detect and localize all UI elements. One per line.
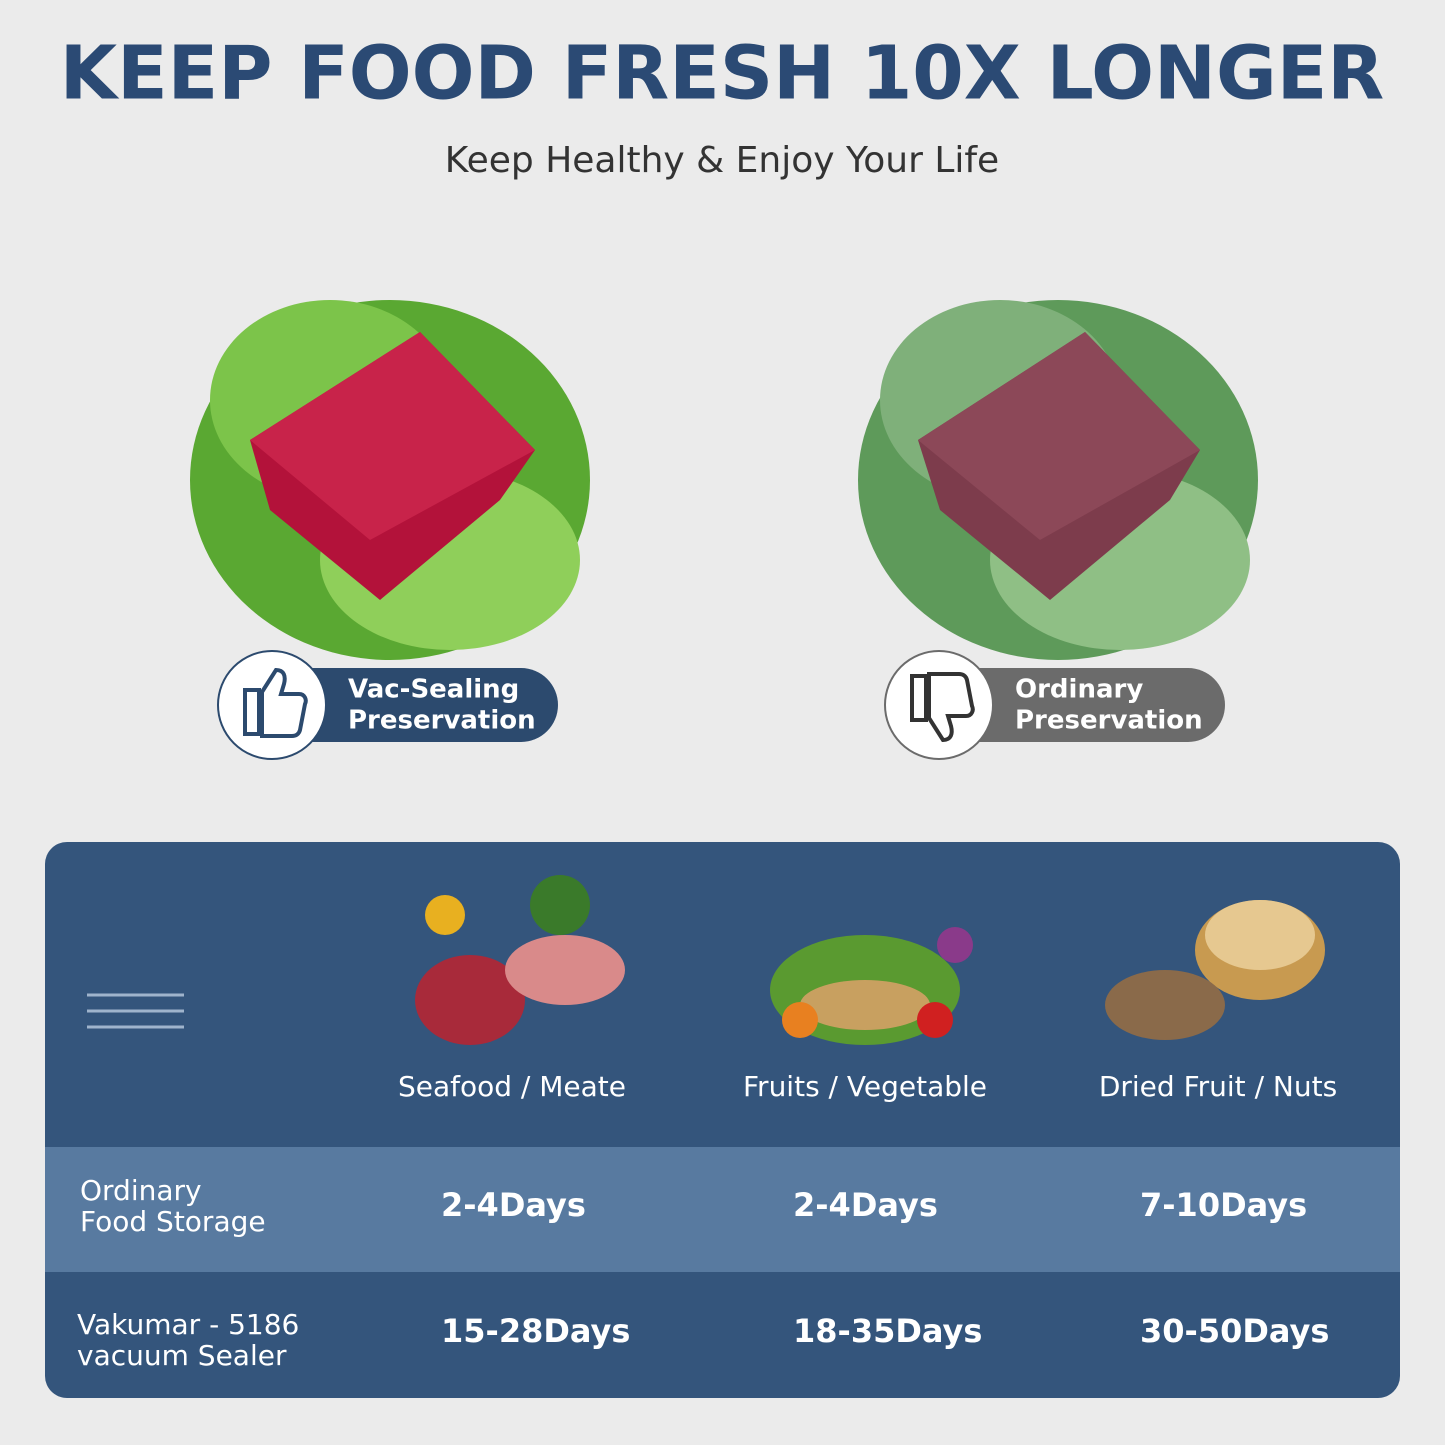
fresh-meat-image [190, 300, 590, 660]
pepper [425, 895, 465, 935]
thumbs-up-circle [217, 650, 327, 760]
cell: 30-50Days [1140, 1312, 1329, 1350]
column-header: Dried Fruit / Nuts [1099, 1070, 1337, 1103]
meat-image [415, 875, 625, 1045]
title: KEEP FOOD FRESH 10X LONGER [60, 31, 1384, 117]
table-row-highlight [45, 1147, 1400, 1272]
badge-pill [272, 668, 558, 742]
peanuts [1205, 900, 1315, 970]
vegetables-image [770, 927, 973, 1045]
seeds [1105, 970, 1225, 1040]
thumbs-up-icon [243, 667, 308, 738]
row-label: vacuum Sealer [77, 1339, 287, 1372]
badge-label: Preservation [1015, 706, 1203, 736]
meat-top [250, 332, 535, 540]
cell: 18-35Days [793, 1312, 982, 1350]
column-header: Fruits / Vegetable [743, 1070, 987, 1103]
badge-pill [939, 668, 1225, 742]
orange [782, 1002, 818, 1038]
cell: 2-4Days [793, 1186, 938, 1224]
ordinary-meat-image [858, 300, 1258, 660]
badge-label: Ordinary [1015, 675, 1143, 705]
nuts-image [1105, 900, 1325, 1040]
basket [800, 980, 930, 1030]
ribs [505, 935, 625, 1005]
badge-label: Preservation [348, 706, 536, 736]
row-label: Vakumar - 5186 [77, 1308, 299, 1341]
badge-label: Vac-Sealing [348, 675, 519, 705]
table: Seafood / Meate Fruits / Vegetable Dried… [45, 842, 1400, 1398]
cell: 15-28Days [441, 1312, 630, 1350]
meat-top [918, 332, 1200, 540]
row-label: Ordinary [80, 1174, 202, 1207]
cell: 2-4Days [441, 1186, 586, 1224]
cell: 7-10Days [1140, 1186, 1307, 1224]
tomato [917, 1002, 953, 1038]
column-header: Seafood / Meate [398, 1070, 626, 1103]
row-label: Food Storage [80, 1205, 266, 1238]
meat [415, 955, 525, 1045]
thumbs-down-icon [910, 672, 975, 743]
subtitle: Keep Healthy & Enjoy Your Life [445, 140, 999, 181]
herbs [530, 875, 590, 935]
thumbs-down-circle [884, 650, 994, 760]
cabbage [937, 927, 973, 963]
